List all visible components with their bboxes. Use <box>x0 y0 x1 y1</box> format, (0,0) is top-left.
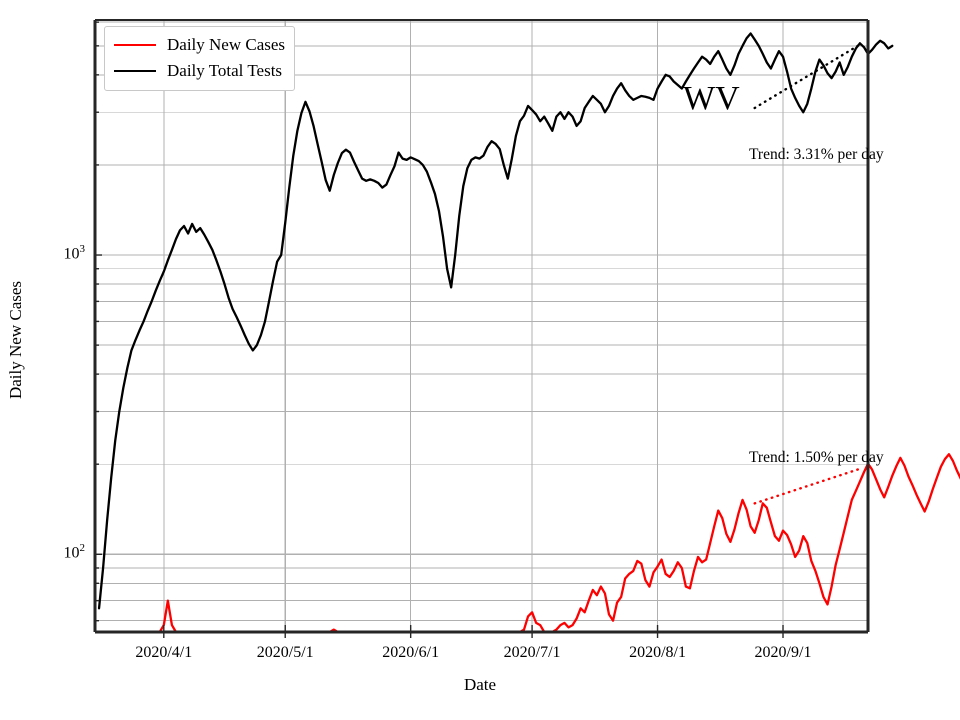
x-tick-label: 2020/9/1 <box>754 644 812 661</box>
x-tick-label: 2020/6/1 <box>382 644 440 661</box>
y-axis-title: Daily New Cases <box>6 280 25 400</box>
chart-legend[interactable]: Daily New Cases Daily Total Tests <box>104 26 296 91</box>
state-annotation: WV <box>683 80 740 117</box>
axis-ticks <box>95 21 784 638</box>
series-daily-new-cases <box>97 453 960 634</box>
legend-item-tests: Daily Total Tests <box>114 58 285 84</box>
trend-annotation-cases: Trend: 1.50% per day <box>749 449 884 466</box>
legend-label-cases: Daily New Cases <box>167 35 286 54</box>
trend-lines-layer <box>753 43 862 505</box>
trend-line-tests <box>753 43 862 110</box>
trend-line-cases <box>753 467 862 505</box>
y-tick-label: 102 <box>63 542 86 562</box>
trend-annotation-tests: Trend: 3.31% per day <box>749 146 884 163</box>
x-axis-title: Date <box>463 675 497 694</box>
x-tick-label: 2020/4/1 <box>135 644 193 661</box>
x-tick-label: 2020/7/1 <box>503 644 561 661</box>
axes-frame <box>93 19 870 634</box>
legend-label-tests: Daily Total Tests <box>167 61 283 80</box>
legend-swatch-cases <box>114 44 156 46</box>
grid-major-horizontal <box>95 254 868 555</box>
grid-minor-horizontal <box>95 21 868 622</box>
y-tick-label: 103 <box>63 243 86 263</box>
legend-swatch-tests <box>114 70 156 72</box>
legend-item-cases: Daily New Cases <box>114 32 285 58</box>
x-tick-label: 2020/8/1 <box>629 644 686 661</box>
series-daily-total-tests <box>97 32 894 610</box>
data-series-layer <box>97 32 960 634</box>
x-tick-label: 2020/5/1 <box>256 644 314 661</box>
